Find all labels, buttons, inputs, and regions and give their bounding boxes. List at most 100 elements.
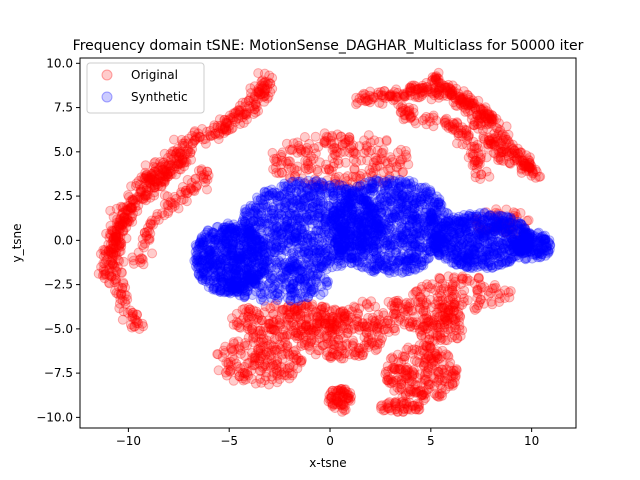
scatter-point — [278, 237, 288, 248]
scatter-point — [149, 166, 160, 177]
scatter-point — [133, 176, 144, 186]
scatter-point — [230, 116, 240, 127]
scatter-point — [351, 157, 362, 168]
scatter-point — [332, 396, 343, 407]
scatter-point — [116, 201, 127, 212]
scatter-point — [205, 131, 216, 142]
scatter-point — [301, 212, 311, 223]
scatter-point — [300, 163, 311, 174]
scatter-point — [101, 256, 111, 267]
scatter-point — [232, 105, 243, 116]
scatter-point — [187, 130, 197, 141]
scatter-point — [176, 134, 187, 145]
scatter-point — [129, 314, 140, 325]
scatter-point — [111, 242, 121, 253]
scatter-point — [107, 258, 118, 269]
scatter-point — [324, 164, 334, 174]
scatter-point — [234, 107, 245, 118]
scatter-point — [317, 196, 328, 207]
scatter-point — [268, 221, 279, 232]
scatter-point — [128, 308, 138, 318]
scatter-point — [113, 281, 124, 292]
scatter-point — [216, 227, 226, 238]
scatter-point — [117, 208, 128, 219]
scatter-point — [135, 184, 146, 195]
scatter-point — [113, 221, 124, 232]
scatter-point — [456, 273, 467, 284]
scatter-point — [143, 173, 154, 184]
scatter-point — [132, 316, 143, 327]
scatter-point — [114, 217, 125, 228]
scatter-point — [396, 364, 407, 375]
scatter-point — [245, 92, 256, 103]
scatter-point — [146, 170, 157, 181]
scatter-point — [254, 84, 265, 95]
scatter-point — [395, 382, 406, 393]
scatter-point — [111, 247, 121, 258]
scatter-point — [268, 205, 279, 215]
scatter-point — [259, 77, 270, 88]
scatter-point — [221, 357, 232, 368]
scatter-point — [422, 279, 432, 290]
scatter-point — [192, 132, 202, 143]
scatter-point — [158, 157, 168, 168]
scatter-point — [115, 289, 126, 300]
scatter-point — [190, 174, 201, 185]
scatter-point — [265, 87, 276, 98]
scatter-point — [166, 154, 177, 165]
scatter-point — [111, 288, 122, 299]
scatter-point — [248, 313, 259, 324]
scatter-point — [265, 78, 275, 89]
scatter-point — [127, 194, 138, 205]
scatter-point — [501, 146, 512, 157]
scatter-point — [187, 138, 198, 149]
scatter-point — [249, 91, 260, 102]
scatter-point — [121, 290, 132, 301]
scatter-point — [150, 167, 161, 178]
scatter-point — [215, 120, 226, 131]
scatter-point — [267, 83, 278, 94]
scatter-point — [317, 237, 328, 247]
scatter-point — [163, 152, 173, 163]
scatter-point — [380, 369, 391, 380]
scatter-point — [252, 86, 263, 97]
scatter-point — [422, 368, 433, 379]
scatter-point — [238, 117, 249, 128]
scatter-point — [366, 296, 377, 307]
scatter-point — [122, 204, 133, 215]
scatter-point — [244, 103, 255, 114]
scatter-point — [324, 390, 335, 401]
scatter-point — [310, 131, 321, 142]
scatter-point — [367, 312, 378, 323]
scatter-point — [141, 169, 152, 180]
scatter-point — [342, 171, 353, 182]
scatter-point — [368, 321, 379, 332]
scatter-point — [350, 302, 361, 313]
scatter-point — [115, 238, 126, 248]
scatter-point — [147, 174, 158, 185]
scatter-point — [250, 99, 261, 110]
scatter-point — [462, 89, 473, 100]
scatter-point — [425, 294, 436, 305]
scatter-point — [244, 101, 255, 112]
scatter-point — [235, 105, 246, 116]
scatter-point — [110, 270, 121, 281]
scatter-point — [107, 236, 118, 247]
scatter-point — [154, 170, 165, 180]
scatter-point — [124, 216, 135, 227]
scatter-point — [227, 236, 238, 247]
scatter-point — [303, 324, 314, 335]
scatter-point — [238, 109, 249, 120]
scatter-point — [311, 252, 322, 263]
scatter-point — [260, 83, 271, 94]
scatter-point — [173, 159, 184, 170]
scatter-point — [249, 81, 260, 92]
scatter-point — [329, 317, 340, 328]
scatter-point — [247, 239, 258, 250]
scatter-point — [110, 265, 121, 276]
scatter-point — [386, 378, 397, 389]
scatter-point — [354, 343, 365, 354]
scatter-point — [440, 117, 451, 128]
scatter-point — [120, 299, 131, 310]
scatter-point — [142, 172, 153, 182]
